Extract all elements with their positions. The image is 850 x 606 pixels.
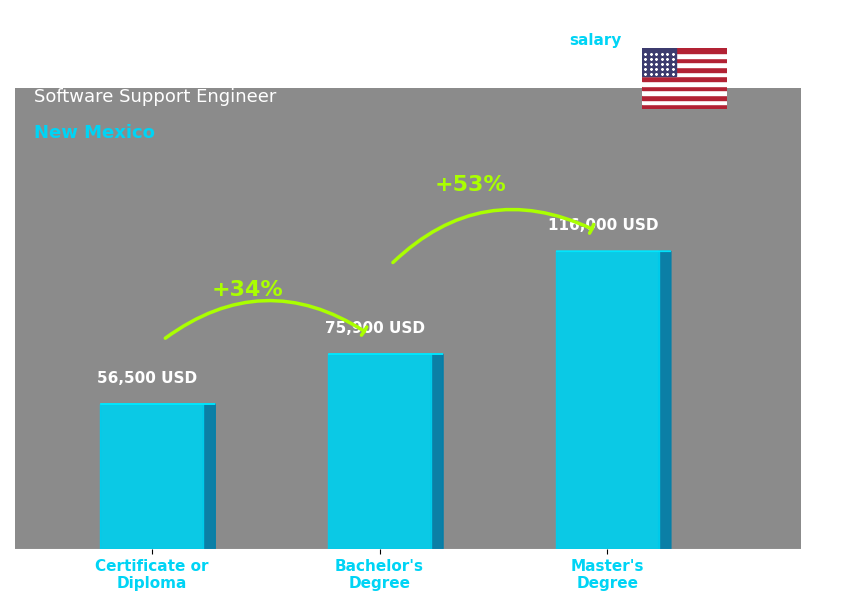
Bar	[642, 104, 727, 109]
Bar	[642, 95, 727, 100]
Text: Average Yearly Salary: Average Yearly Salary	[819, 273, 830, 394]
Bar	[642, 48, 727, 53]
Bar	[642, 81, 727, 86]
Text: New Mexico: New Mexico	[34, 124, 155, 142]
Text: 75,900 USD: 75,900 USD	[325, 321, 425, 336]
Text: 56,500 USD: 56,500 USD	[97, 371, 197, 386]
Bar	[642, 67, 727, 72]
Text: explorer: explorer	[623, 33, 695, 48]
Text: 116,000 USD: 116,000 USD	[547, 218, 658, 233]
Bar	[642, 58, 727, 62]
Bar	[642, 62, 727, 67]
Polygon shape	[203, 404, 215, 549]
Bar	[642, 90, 727, 95]
Bar	[328, 354, 431, 549]
Text: salary: salary	[570, 33, 622, 48]
Bar	[642, 86, 727, 90]
Text: .com: .com	[687, 33, 728, 48]
Bar	[642, 100, 727, 104]
Polygon shape	[431, 354, 443, 549]
Bar	[100, 404, 203, 549]
Text: +34%: +34%	[212, 280, 283, 300]
Bar	[642, 53, 727, 58]
Bar	[642, 48, 676, 76]
Polygon shape	[659, 251, 671, 549]
Bar	[642, 72, 727, 76]
Bar	[642, 76, 727, 81]
Bar	[556, 251, 659, 549]
Text: Software Support Engineer: Software Support Engineer	[34, 88, 276, 106]
Text: Salary Comparison By Education: Salary Comparison By Education	[34, 36, 542, 64]
Text: +53%: +53%	[435, 175, 507, 195]
